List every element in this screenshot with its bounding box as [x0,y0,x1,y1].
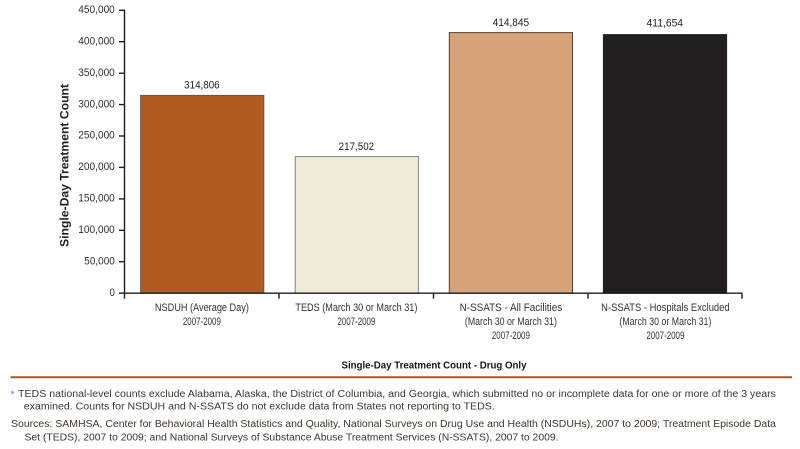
svg-text:(March 30 or March 31): (March 30 or March 31) [465,316,557,328]
svg-text:414,845: 414,845 [493,17,530,29]
svg-text:0: 0 [110,287,115,299]
svg-text:250,000: 250,000 [78,130,115,142]
svg-text:Single-Day Treatment Count - D: Single-Day Treatment Count - Drug Only [342,361,527,372]
svg-text:50,000: 50,000 [84,255,115,267]
svg-text:TEDS (March 30 or March 31): TEDS (March 30 or March 31) [295,302,417,314]
svg-text:217,502: 217,502 [339,141,375,153]
svg-text:Single-Day Treatment Count: Single-Day Treatment Count [59,84,72,247]
svg-text:2007-2009: 2007-2009 [646,330,684,342]
svg-text:N-SSATS - All Facilities: N-SSATS - All Facilities [460,302,563,314]
svg-text:*: * [11,389,15,401]
svg-text:2007-2009: 2007-2009 [337,316,375,328]
svg-text:(March 30 or March 31): (March 30 or March 31) [619,316,711,328]
svg-text:examined. Counts for NSDUH and: examined. Counts for NSDUH and N-SSATS d… [24,402,495,413]
svg-text:350,000: 350,000 [78,67,115,79]
svg-text:150,000: 150,000 [78,193,115,205]
svg-text:TEDS national-level counts exc: TEDS national-level counts exclude Alaba… [18,389,776,400]
svg-text:2007-2009: 2007-2009 [492,330,530,342]
svg-text:450,000: 450,000 [78,4,115,16]
svg-text:100,000: 100,000 [78,224,115,236]
svg-text:2007-2009: 2007-2009 [183,316,221,328]
svg-text:300,000: 300,000 [78,98,115,110]
svg-text:N-SSATS - Hospitals Excluded: N-SSATS - Hospitals Excluded [601,302,730,314]
svg-text:NSDUH (Average Day): NSDUH (Average Day) [155,302,249,314]
svg-text:400,000: 400,000 [78,35,115,47]
svg-text:Set (TEDS), 2007 to 2009; and: Set (TEDS), 2007 to 2009; and National S… [25,433,559,444]
svg-text:Sources: SAMHSA, Center for Be: Sources: SAMHSA, Center for Behavioral H… [11,419,776,430]
svg-text:314,806: 314,806 [184,80,220,92]
svg-text:411,654: 411,654 [647,18,684,30]
svg-text:200,000: 200,000 [78,161,115,173]
